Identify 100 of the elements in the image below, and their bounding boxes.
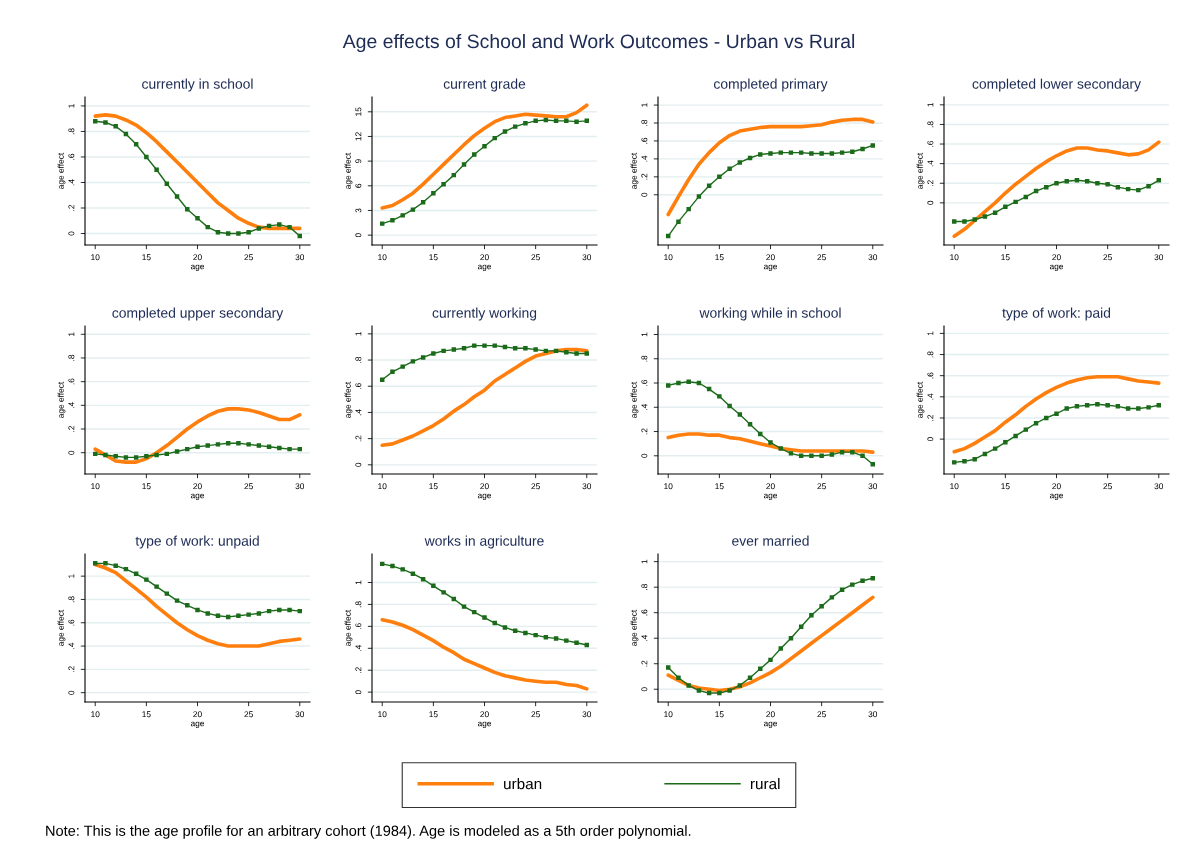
y-axis-title: age effect [916, 152, 925, 189]
y-axis-title: age effect [630, 152, 639, 189]
x-tick-label: 15 [715, 711, 724, 718]
x-tick-label: 10 [91, 483, 100, 490]
point [1136, 406, 1141, 411]
y-tick-label: 1 [641, 103, 648, 107]
point [686, 379, 691, 385]
point [451, 347, 457, 352]
y-tick-label: .2 [68, 204, 75, 211]
point [798, 150, 804, 155]
x-tick-label: 30 [868, 483, 878, 490]
chart-title: currently working [432, 307, 537, 321]
point [727, 403, 732, 409]
point [390, 369, 395, 375]
point [205, 611, 210, 616]
point [1003, 204, 1008, 209]
x-tick-label: 15 [715, 254, 724, 261]
x-axis-title: age [763, 721, 778, 728]
point [400, 213, 405, 218]
y-tick-label: 9 [355, 159, 362, 164]
x-axis-title: age [477, 264, 492, 271]
point [472, 152, 477, 157]
y-tick-label: .6 [927, 140, 934, 147]
point [380, 221, 385, 226]
point [287, 607, 292, 613]
x-tick-label: 25 [531, 254, 540, 261]
y-tick-label: .8 [641, 355, 648, 362]
x-axis-title: age [1049, 264, 1064, 271]
point [543, 635, 549, 640]
point [133, 455, 139, 460]
y-tick-label: .4 [641, 155, 648, 162]
y-tick-label: .8 [927, 121, 934, 128]
point [768, 657, 773, 663]
x-tick-label: 15 [715, 483, 724, 490]
text: Note: This is the age profile for an arbitrary cohort (1984). Age is modeled as a 5th order polynomial. [46, 825, 691, 839]
point [778, 446, 783, 451]
y-axis-title: age effect [344, 381, 353, 418]
y-tick-label: 0 [927, 437, 934, 442]
line-series [952, 374, 1161, 454]
point [502, 129, 508, 134]
point [215, 442, 221, 447]
y-tick-label: .4 [641, 634, 648, 641]
point [164, 591, 170, 596]
point [236, 440, 241, 446]
point [1105, 403, 1110, 408]
point [1054, 181, 1059, 186]
point [819, 604, 824, 609]
x-tick-label: 30 [868, 711, 878, 718]
y-tick-label: .2 [68, 425, 75, 432]
point [441, 181, 446, 187]
point [154, 452, 159, 458]
point [431, 351, 436, 356]
x-tick-label: 25 [1103, 483, 1112, 490]
point [144, 577, 149, 582]
y-axis-title: age effect [630, 381, 639, 418]
y-tick-label: 1 [355, 580, 362, 585]
x-tick-label: 25 [531, 711, 540, 718]
y-tick-label: .4 [927, 393, 934, 400]
point [1125, 406, 1131, 411]
chart-title: completed lower secondary [972, 78, 1142, 92]
point [962, 459, 967, 464]
point [461, 162, 467, 167]
point [717, 690, 722, 696]
point [482, 144, 487, 149]
point [154, 167, 159, 172]
x-tick-label: 30 [1154, 483, 1164, 490]
y-tick-label: 1 [68, 574, 75, 578]
x-tick-label: 30 [582, 483, 592, 490]
y-tick-label: .4 [927, 160, 934, 167]
x-tick-label: 25 [244, 483, 253, 490]
point [523, 630, 528, 636]
point [1013, 433, 1018, 439]
y-axis-title: age effect [630, 609, 639, 646]
point [696, 194, 702, 199]
x-tick-label: 30 [868, 254, 878, 261]
point [574, 640, 579, 646]
point [778, 150, 783, 155]
point [788, 150, 794, 155]
x-tick-label: 20 [193, 483, 202, 490]
point [113, 124, 118, 129]
point [696, 688, 702, 693]
point [860, 578, 865, 584]
y-tick-label: .4 [68, 402, 75, 409]
y-tick-label: .8 [68, 354, 75, 361]
point [982, 214, 988, 219]
line-series [380, 347, 589, 447]
text: Age effects of School and Work Outcomes - Urban vs Rural [342, 33, 855, 53]
point [441, 348, 446, 354]
point [1156, 178, 1161, 183]
point [533, 632, 538, 638]
point [482, 343, 487, 348]
x-tick-label: 25 [817, 711, 826, 718]
point [103, 120, 108, 125]
chart-title: current grade [443, 78, 526, 92]
y-tick-label: .2 [355, 435, 362, 442]
point [574, 351, 579, 356]
point [420, 355, 426, 360]
point [431, 190, 436, 196]
x-tick-label: 10 [664, 254, 673, 261]
point [850, 582, 855, 587]
